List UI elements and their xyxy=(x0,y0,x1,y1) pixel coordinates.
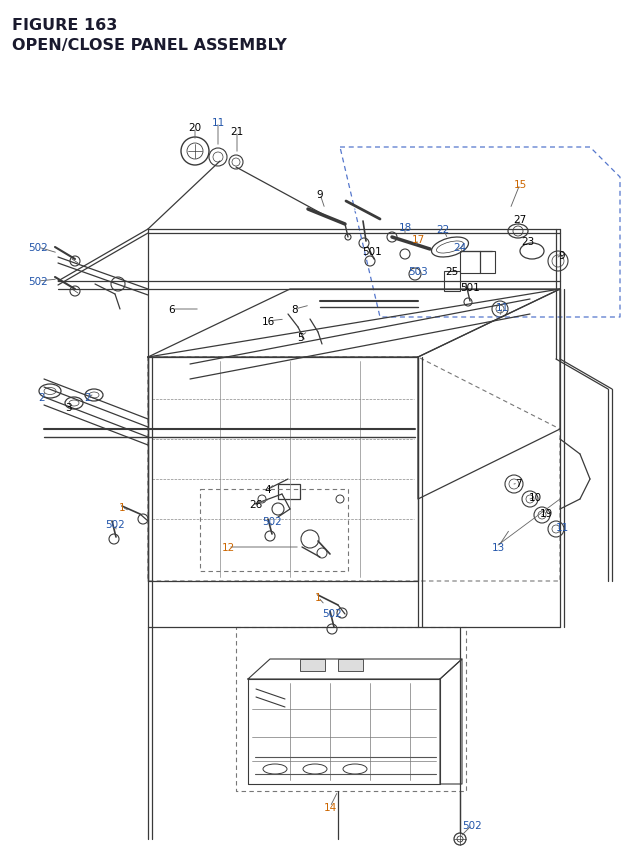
Text: 14: 14 xyxy=(323,802,337,812)
Text: 19: 19 xyxy=(540,508,552,518)
Text: 502: 502 xyxy=(28,276,48,287)
Text: 5: 5 xyxy=(297,332,303,343)
Text: 24: 24 xyxy=(453,243,467,253)
Text: 502: 502 xyxy=(262,517,282,526)
Text: 23: 23 xyxy=(522,237,534,247)
Text: 16: 16 xyxy=(261,317,275,326)
Text: 12: 12 xyxy=(221,542,235,553)
Text: 1: 1 xyxy=(315,592,321,603)
Text: 13: 13 xyxy=(492,542,504,553)
Text: 11: 11 xyxy=(495,303,509,313)
Text: 15: 15 xyxy=(513,180,527,189)
Text: 21: 21 xyxy=(230,127,244,137)
Text: FIGURE 163: FIGURE 163 xyxy=(12,18,117,33)
Text: 501: 501 xyxy=(362,247,382,257)
Text: 4: 4 xyxy=(265,485,271,494)
Text: 503: 503 xyxy=(408,267,428,276)
Text: 502: 502 xyxy=(462,820,482,830)
Text: 8: 8 xyxy=(292,305,298,314)
Bar xyxy=(460,251,495,274)
Bar xyxy=(300,660,325,672)
Text: 6: 6 xyxy=(169,305,175,314)
Text: 7: 7 xyxy=(515,479,522,488)
Text: 11: 11 xyxy=(211,118,225,127)
Text: 25: 25 xyxy=(445,267,459,276)
Text: 11: 11 xyxy=(556,523,568,532)
Text: 20: 20 xyxy=(188,123,202,133)
Text: 1: 1 xyxy=(118,503,125,512)
Text: 502: 502 xyxy=(28,243,48,253)
Text: 17: 17 xyxy=(412,235,424,245)
Text: 502: 502 xyxy=(322,608,342,618)
Text: 2: 2 xyxy=(84,393,92,403)
Bar xyxy=(444,272,460,292)
Text: 22: 22 xyxy=(436,225,450,235)
Text: 3: 3 xyxy=(65,403,71,412)
Text: 2: 2 xyxy=(38,393,45,403)
Text: OPEN/CLOSE PANEL ASSEMBLY: OPEN/CLOSE PANEL ASSEMBLY xyxy=(12,38,287,53)
Text: 502: 502 xyxy=(105,519,125,530)
Text: 9: 9 xyxy=(317,189,323,200)
Text: 27: 27 xyxy=(513,214,527,225)
Bar xyxy=(278,485,300,499)
Bar xyxy=(338,660,363,672)
Text: 9: 9 xyxy=(559,251,565,261)
Text: 26: 26 xyxy=(250,499,262,510)
Text: 18: 18 xyxy=(398,223,412,232)
Text: 10: 10 xyxy=(529,492,541,503)
Text: 501: 501 xyxy=(460,282,480,293)
